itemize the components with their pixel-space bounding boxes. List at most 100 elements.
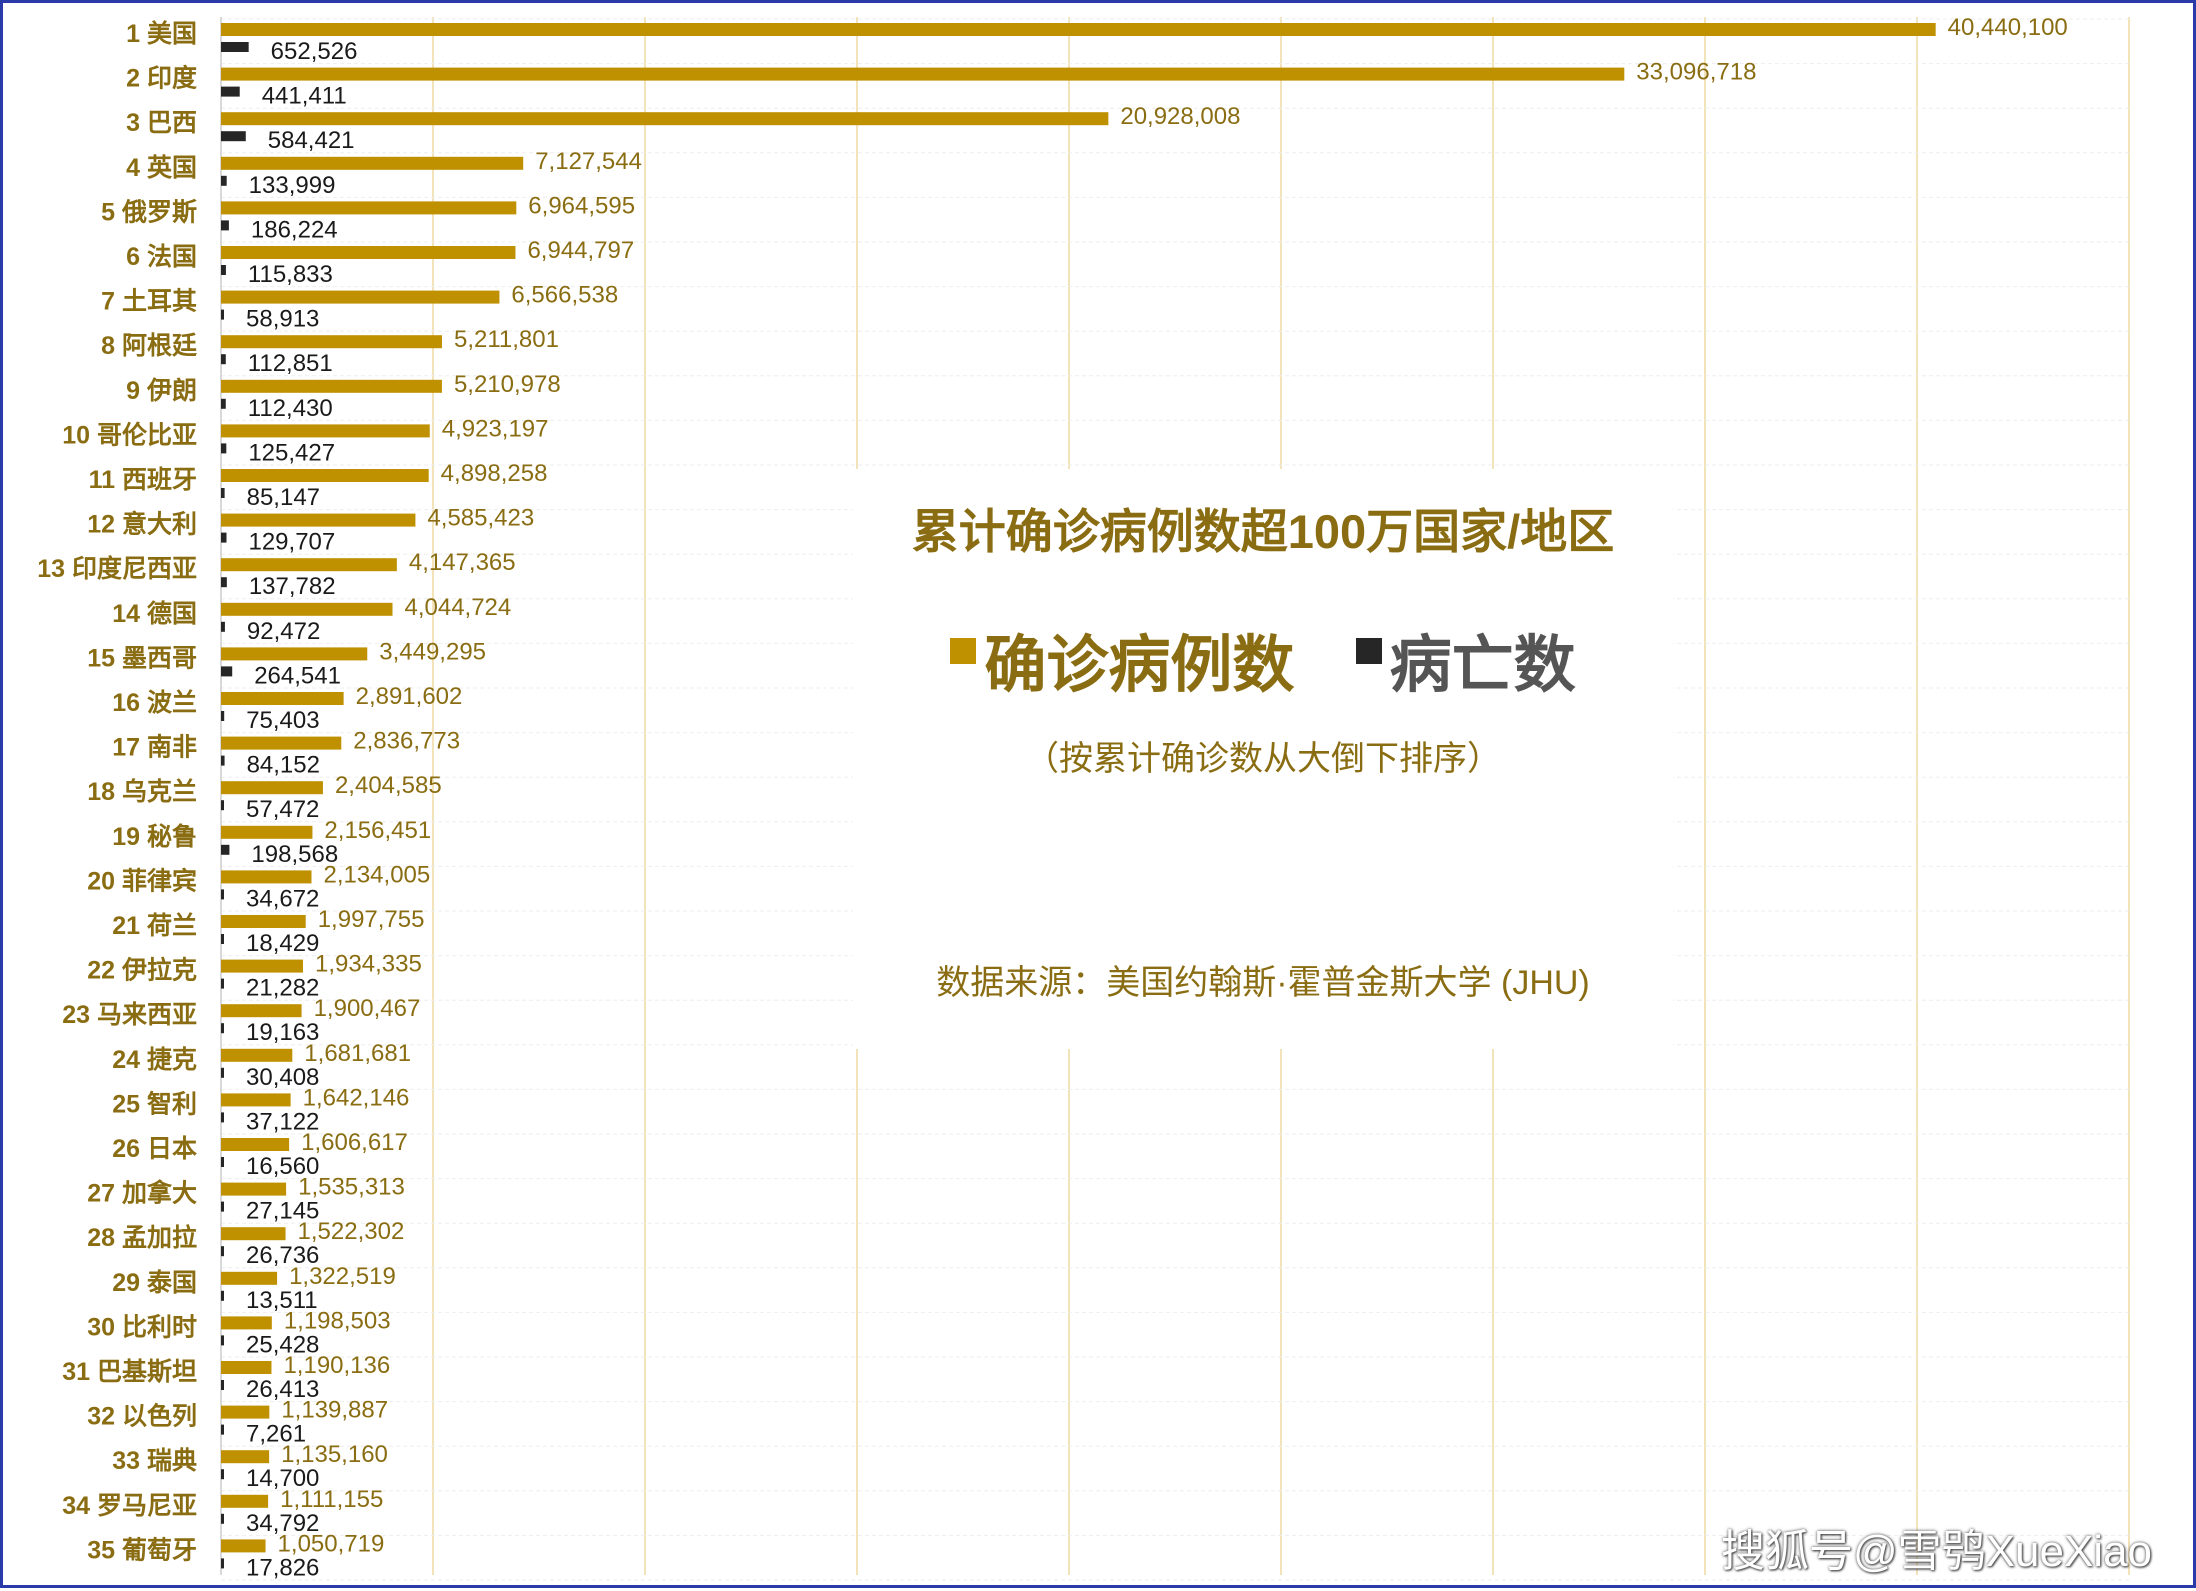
value-label-confirmed: 3,449,295 — [379, 638, 486, 665]
value-label-confirmed: 6,566,538 — [511, 282, 618, 309]
bar-confirmed — [221, 692, 344, 705]
bar-confirmed — [221, 870, 312, 884]
bar-deaths — [221, 1246, 224, 1257]
bar-confirmed — [221, 112, 1109, 126]
bar-deaths — [221, 666, 233, 677]
bar-deaths — [221, 1513, 224, 1524]
bar-deaths — [221, 1424, 224, 1435]
bar-deaths — [221, 398, 226, 409]
title-panel: 累计确诊病例数超100万国家/地区 确诊病例数 病亡数 （按累计确诊数从大倒下排… — [853, 469, 1673, 1049]
bar-confirmed — [221, 246, 516, 259]
category-label: 25 智利 — [112, 1089, 197, 1118]
category-label: 7 土耳其 — [101, 287, 197, 316]
value-label-deaths: 441,411 — [262, 83, 347, 110]
bar-deaths — [221, 265, 226, 275]
bar-chart: 1 美国 40,440,100 652,526 2 印度 33,096,718 441,4… — [37, 14, 2130, 1581]
category-label: 31 巴基斯坦 — [62, 1358, 197, 1386]
bar-deaths — [221, 800, 224, 811]
value-label-confirmed: 40,440,100 — [1948, 14, 2068, 41]
value-label-confirmed: 1,322,519 — [289, 1263, 396, 1290]
category-label: 21 荷兰 — [112, 911, 197, 940]
category-label: 15 墨西哥 — [87, 644, 197, 672]
bar-deaths — [221, 1067, 224, 1078]
value-label-deaths: 112,430 — [248, 395, 333, 422]
chart-subtitle: （按累计确诊数从大倒下排序） — [1025, 740, 1501, 778]
value-label-confirmed: 4,898,258 — [441, 460, 548, 487]
value-label-deaths: 84,152 — [247, 752, 320, 779]
bar-confirmed — [221, 781, 323, 795]
category-label: 23 马来西亚 — [62, 1001, 197, 1029]
labels: 1 美国 40,440,100 652,526 2 印度 33,096,718 441,4… — [37, 14, 2068, 1581]
value-label-deaths: 26,413 — [246, 1376, 319, 1403]
bar-confirmed — [221, 1539, 266, 1553]
category-label: 10 哥伦比亚 — [62, 420, 197, 449]
value-label-confirmed: 2,156,451 — [324, 817, 431, 844]
category-label: 8 阿根廷 — [101, 332, 197, 360]
chart-title: 累计确诊病例数超100万国家/地区 — [911, 505, 1615, 558]
value-label-deaths: 37,122 — [246, 1108, 319, 1135]
value-label-confirmed: 6,964,595 — [528, 192, 635, 219]
value-label-confirmed: 1,997,755 — [318, 906, 425, 933]
bar-confirmed — [221, 602, 393, 616]
bar-confirmed — [221, 513, 416, 527]
bar-confirmed — [221, 915, 306, 928]
category-label: 9 伊朗 — [126, 377, 197, 405]
bar-deaths — [221, 1201, 224, 1212]
bar-confirmed — [221, 1048, 293, 1062]
value-label-deaths: 85,147 — [247, 484, 320, 511]
value-label-confirmed: 4,044,724 — [404, 594, 511, 621]
value-label-deaths: 21,282 — [246, 975, 319, 1002]
bar-confirmed — [221, 1004, 302, 1018]
bar-deaths — [221, 1469, 224, 1480]
value-label-confirmed: 1,642,146 — [303, 1084, 410, 1111]
value-label-deaths: 125,427 — [248, 439, 335, 466]
bar-confirmed — [221, 201, 517, 215]
category-label: 18 乌克兰 — [87, 777, 197, 806]
legend-label-confirmed: 确诊病例数 — [984, 631, 1295, 700]
value-label-confirmed: 2,134,005 — [323, 861, 430, 888]
category-label: 26 日本 — [112, 1135, 197, 1163]
category-label: 1 美国 — [126, 19, 197, 48]
category-label: 32 以色列 — [87, 1402, 197, 1431]
bar-deaths — [221, 1335, 224, 1346]
value-label-deaths: 34,672 — [246, 885, 319, 912]
bar-confirmed — [221, 67, 1625, 81]
category-label: 3 巴西 — [126, 109, 197, 137]
value-label-deaths: 14,700 — [246, 1465, 319, 1492]
bars — [221, 23, 1936, 1569]
value-label-deaths: 57,472 — [246, 796, 319, 823]
bar-confirmed — [221, 1405, 270, 1419]
bar-confirmed — [221, 156, 524, 170]
category-label: 2 印度 — [126, 64, 197, 93]
bar-confirmed — [221, 825, 313, 839]
bar-deaths — [221, 621, 225, 632]
value-label-confirmed: 1,934,335 — [315, 951, 422, 978]
bar-deaths — [221, 1380, 224, 1390]
value-label-confirmed: 2,404,585 — [335, 772, 442, 799]
value-label-deaths: 17,826 — [246, 1554, 319, 1581]
bar-deaths — [221, 844, 230, 855]
category-label: 6 法国 — [126, 243, 197, 271]
data-source-note: 数据来源：美国约翰斯·霍普金斯大学 (JHU) — [936, 964, 1590, 1002]
category-label: 27 加拿大 — [87, 1179, 197, 1208]
category-label: 12 意大利 — [87, 510, 197, 539]
bar-confirmed — [221, 558, 397, 572]
value-label-confirmed: 1,681,681 — [304, 1040, 411, 1067]
value-label-deaths: 264,541 — [254, 662, 341, 689]
value-label-confirmed: 1,198,503 — [284, 1307, 391, 1334]
value-label-deaths: 652,526 — [271, 38, 358, 65]
category-label: 34 罗马尼亚 — [62, 1492, 197, 1520]
legend: 确诊病例数 病亡数 — [853, 614, 1673, 704]
value-label-deaths: 18,429 — [246, 930, 319, 957]
bar-deaths — [221, 1290, 224, 1301]
value-label-confirmed: 1,139,887 — [281, 1397, 388, 1424]
value-label-deaths: 186,224 — [251, 216, 338, 243]
value-label-confirmed: 4,923,197 — [442, 415, 549, 442]
value-label-confirmed: 5,211,801 — [454, 326, 559, 353]
bar-deaths — [221, 978, 224, 989]
bar-confirmed — [221, 1182, 287, 1196]
value-label-deaths: 92,472 — [247, 618, 320, 645]
value-label-confirmed: 1,900,467 — [314, 995, 421, 1022]
legend-label-deaths: 病亡数 — [1389, 631, 1576, 700]
value-label-confirmed: 2,836,773 — [353, 728, 460, 755]
